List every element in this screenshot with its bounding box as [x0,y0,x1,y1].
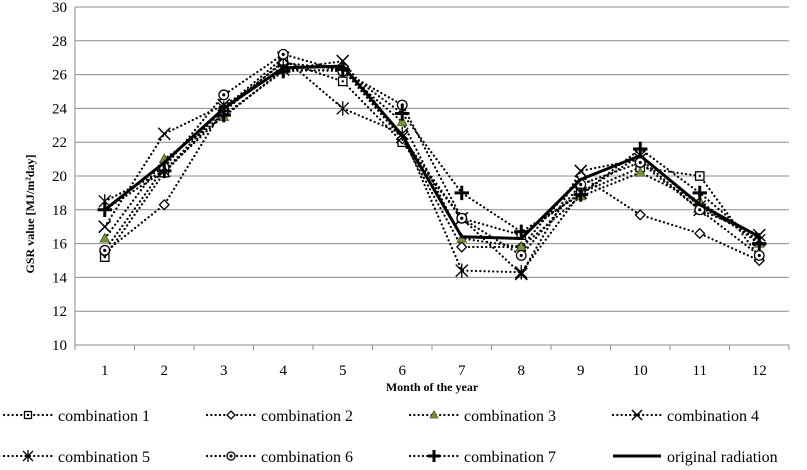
x-tick-label: 7 [458,363,466,379]
data-point [23,410,33,420]
legend-item: combination 2 [205,408,353,425]
y-tick-label: 10 [52,338,67,354]
legend-item: original radiation [613,449,778,466]
data-point [692,185,707,201]
data-point [455,263,469,278]
data-point [456,241,468,253]
x-tick-label: 6 [399,363,407,379]
data-point [226,451,236,461]
legend-label: combination 3 [464,408,556,425]
data-point [429,409,439,419]
y-tick-label: 20 [52,169,67,185]
axes [74,7,790,350]
data-point [634,209,646,221]
data-point [157,163,172,179]
y-tick-label: 26 [52,68,68,84]
legend-item: combination 3 [408,408,556,425]
data-point [99,244,111,256]
y-tick-label: 14 [52,270,68,286]
x-tick-label: 11 [693,363,707,379]
data-point [753,249,765,261]
series-combination-6 [99,48,765,261]
x-tick-label: 4 [280,363,288,379]
data-point [456,212,468,224]
y-tick-label: 22 [52,135,67,151]
legend-label: combination 1 [58,408,150,425]
legend-label: combination 7 [464,449,556,466]
data-point [574,164,588,178]
data-point [428,450,440,462]
data-point [631,409,643,421]
x-tick-label: 3 [220,363,228,379]
y-tick-label: 18 [52,203,67,219]
legend-label: combination 6 [261,449,353,466]
series-line [103,53,761,257]
series-group [97,48,767,281]
data-point [694,227,706,240]
series-combination-1 [99,56,765,262]
x-tick-label: 1 [101,363,109,379]
data-point [395,106,410,121]
legend-label: combination 2 [261,408,353,425]
data-point [752,236,767,251]
data-point [634,157,646,168]
legend-item: combination 7 [408,449,556,466]
data-point [157,127,171,141]
series-original-radiation [103,64,761,241]
x-tick-label: 5 [339,363,347,379]
y-tick-label: 30 [52,0,67,16]
data-point [336,101,350,116]
legend-label: combination 4 [667,408,759,425]
x-tick-label: 10 [633,363,648,379]
data-point [218,89,230,101]
data-point [99,232,111,243]
data-point [158,199,170,211]
series-line [103,68,761,245]
x-axis-title: Month of the year [386,380,479,394]
y-tick-label: 12 [52,304,67,320]
x-tick-label: 8 [518,363,526,379]
legend: combination 1 combination 2 combination 3 c… [2,408,778,466]
data-point [98,220,112,234]
series-line [103,59,761,276]
legend-label: combination 5 [58,449,150,466]
y-tick-label: 16 [52,237,68,253]
x-tick-label: 2 [161,363,169,379]
data-point [515,249,527,261]
series-combination-4 [98,54,766,281]
data-point [337,76,348,87]
x-tick-label: 9 [577,363,585,379]
y-tick-label: 24 [52,101,68,117]
data-point [22,450,34,462]
series-line [103,64,761,241]
data-point [694,171,705,181]
y-axis-title: GSR value [MJ/m²day] [23,155,37,274]
y-tick-label: 28 [52,34,67,50]
data-point [634,166,646,177]
legend-item: combination 6 [205,449,353,466]
legend-item: combination 4 [611,408,759,425]
series-combination-5 [98,50,766,280]
series-combination-7 [97,62,767,251]
data-point [226,410,236,420]
data-point [573,187,588,202]
data-point [454,185,469,201]
data-point [633,141,648,157]
series-line [103,68,761,249]
series-combination-2 [99,57,765,267]
data-point [396,115,408,126]
legend-item: combination 5 [2,449,150,466]
data-point [514,265,528,280]
legend-label: original radiation [667,449,778,466]
legend-item: combination 1 [2,408,150,425]
series-line [103,61,761,262]
series-line [103,59,761,259]
x-tick-label: 12 [752,363,767,379]
data-point [97,202,112,217]
data-point [277,48,289,60]
